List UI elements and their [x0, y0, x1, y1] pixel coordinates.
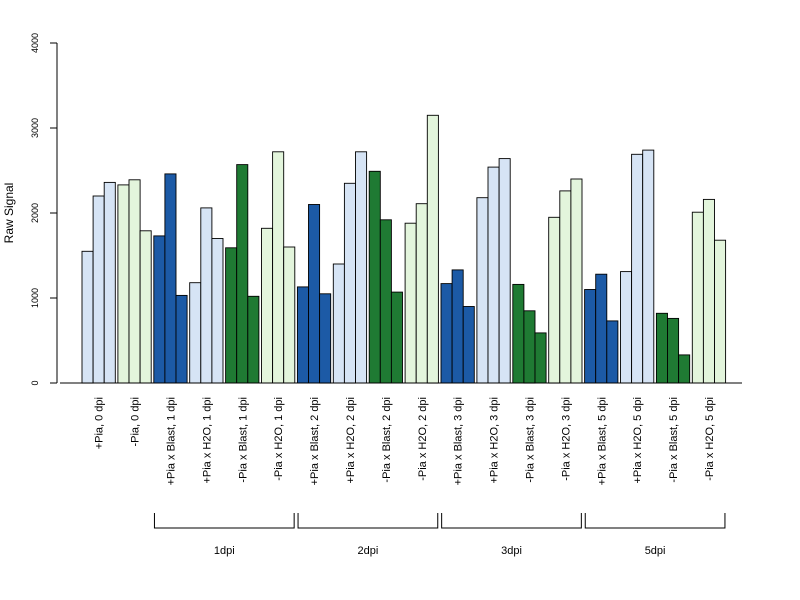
timepoint-bracket	[297, 513, 439, 529]
bar	[236, 164, 249, 384]
bar	[570, 178, 583, 384]
bar	[462, 306, 475, 384]
bar	[548, 216, 561, 384]
bar	[343, 182, 356, 384]
bar	[225, 247, 238, 384]
x-tick-label: -Pia x Blast, 5 dpi	[668, 397, 680, 483]
bar	[584, 289, 597, 384]
bar	[261, 227, 274, 384]
bar	[426, 114, 439, 384]
bar	[283, 246, 296, 384]
bar	[272, 151, 285, 384]
x-tick-label: +Pia x Blast, 1 dpi	[165, 397, 177, 485]
y-tick-label: 4000	[30, 33, 40, 53]
bar	[642, 149, 655, 384]
bar	[139, 230, 152, 384]
timepoint-bracket	[153, 513, 295, 529]
bar	[534, 332, 547, 384]
bar	[308, 204, 321, 384]
x-tick-label: +Pia x H2O, 3 dpi	[489, 397, 501, 484]
timepoint-label: 5dpi	[645, 545, 666, 557]
x-tick-label: -Pia x Blast, 1 dpi	[237, 397, 249, 483]
x-tick-label: -Pia x H2O, 3 dpi	[560, 397, 572, 481]
bar	[702, 198, 715, 384]
y-tick-label: 1000	[30, 288, 40, 308]
bar	[296, 286, 309, 384]
bar	[451, 269, 464, 384]
bar	[153, 235, 166, 384]
x-tick-label: +Pia x H2O, 2 dpi	[345, 397, 357, 484]
bar	[164, 173, 177, 384]
timepoint-label: 3dpi	[501, 545, 522, 557]
bar	[678, 354, 691, 384]
bar	[379, 219, 392, 384]
y-tick-label: 0	[30, 380, 40, 385]
bar	[714, 239, 727, 384]
x-tick-label: -Pia x Blast, 2 dpi	[381, 397, 393, 483]
bar	[606, 320, 619, 384]
timepoint-bracket	[441, 513, 582, 529]
bar	[81, 250, 94, 384]
bar	[319, 293, 332, 384]
x-tick-label: +Pia, 0 dpi	[94, 397, 106, 449]
bar	[175, 294, 188, 384]
bar	[620, 271, 633, 384]
bar	[498, 158, 511, 384]
bar	[655, 312, 668, 384]
bar	[211, 238, 224, 384]
timepoint-label: 2dpi	[358, 545, 379, 557]
bar	[200, 207, 213, 384]
bar	[512, 283, 525, 384]
bar	[415, 203, 428, 384]
y-axis: 0 1000 2000 3000 4000	[30, 33, 58, 386]
bar	[691, 211, 704, 384]
x-tick-label: +Pia x H2O, 1 dpi	[201, 397, 213, 484]
y-tick-label: 2000	[30, 203, 40, 223]
bar	[92, 195, 105, 384]
bar	[559, 190, 572, 384]
x-tick-label: -Pia x H2O, 2 dpi	[417, 397, 429, 481]
bar	[631, 153, 644, 384]
bar	[247, 295, 260, 384]
bar	[523, 310, 536, 384]
bar	[476, 197, 489, 384]
y-tick-label: 3000	[30, 118, 40, 138]
x-tick-label: -Pia x H2O, 5 dpi	[704, 397, 716, 481]
bar	[189, 282, 202, 384]
bar	[595, 273, 608, 384]
timepoint-bracket	[584, 513, 726, 529]
bar	[390, 291, 403, 384]
bar	[117, 184, 130, 384]
x-tick-label: +Pia x Blast, 5 dpi	[596, 397, 608, 485]
timepoint-label: 1dpi	[214, 545, 235, 557]
bar	[667, 317, 680, 384]
bar	[404, 222, 417, 384]
y-axis-label: Raw Signal	[2, 183, 16, 244]
bar	[128, 179, 141, 384]
x-tick-label: +Pia x H2O, 5 dpi	[632, 397, 644, 484]
bars	[81, 114, 727, 384]
x-tick-labels: +Pia, 0 dpi -Pia, 0 dpi +Pia x Blast, 1 dp…	[94, 397, 716, 485]
bar	[355, 151, 368, 384]
bar	[368, 170, 381, 384]
bar	[332, 263, 345, 384]
x-tick-label: +Pia x Blast, 3 dpi	[453, 397, 465, 485]
bar	[487, 166, 500, 384]
timepoint-brackets: 1dpi 2dpi 3dpi 5dpi	[153, 513, 726, 557]
x-tick-label: -Pia x H2O, 1 dpi	[273, 397, 285, 481]
x-tick-label: +Pia x Blast, 2 dpi	[309, 397, 321, 485]
x-tick-label: -Pia x Blast, 3 dpi	[524, 397, 536, 483]
bar	[103, 181, 116, 384]
bar	[440, 283, 453, 384]
x-tick-label: -Pia, 0 dpi	[130, 397, 142, 447]
